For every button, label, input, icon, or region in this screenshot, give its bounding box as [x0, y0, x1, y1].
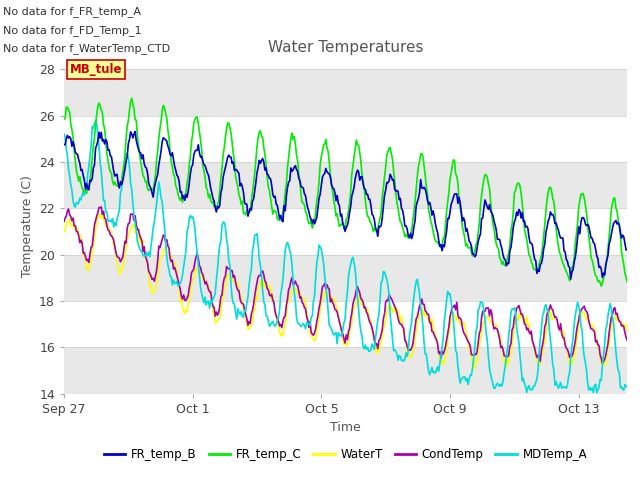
Legend: FR_temp_B, FR_temp_C, WaterT, CondTemp, MDTemp_A: FR_temp_B, FR_temp_C, WaterT, CondTemp, … [99, 443, 592, 466]
Bar [64, 301, 627, 347]
Text: MB_tule: MB_tule [70, 63, 122, 76]
Bar [64, 116, 627, 162]
Text: No data for f_FD_Temp_1: No data for f_FD_Temp_1 [3, 24, 142, 36]
Bar [64, 208, 627, 254]
X-axis label: Time: Time [330, 421, 361, 434]
Text: No data for f_FR_temp_A: No data for f_FR_temp_A [3, 6, 141, 17]
Y-axis label: Temperature (C): Temperature (C) [20, 175, 33, 276]
Bar [64, 162, 627, 208]
Bar [64, 69, 627, 116]
Text: No data for f_WaterTemp_CTD: No data for f_WaterTemp_CTD [3, 43, 170, 54]
Title: Water Temperatures: Water Temperatures [268, 40, 423, 55]
Bar [64, 347, 627, 394]
Bar [64, 254, 627, 301]
